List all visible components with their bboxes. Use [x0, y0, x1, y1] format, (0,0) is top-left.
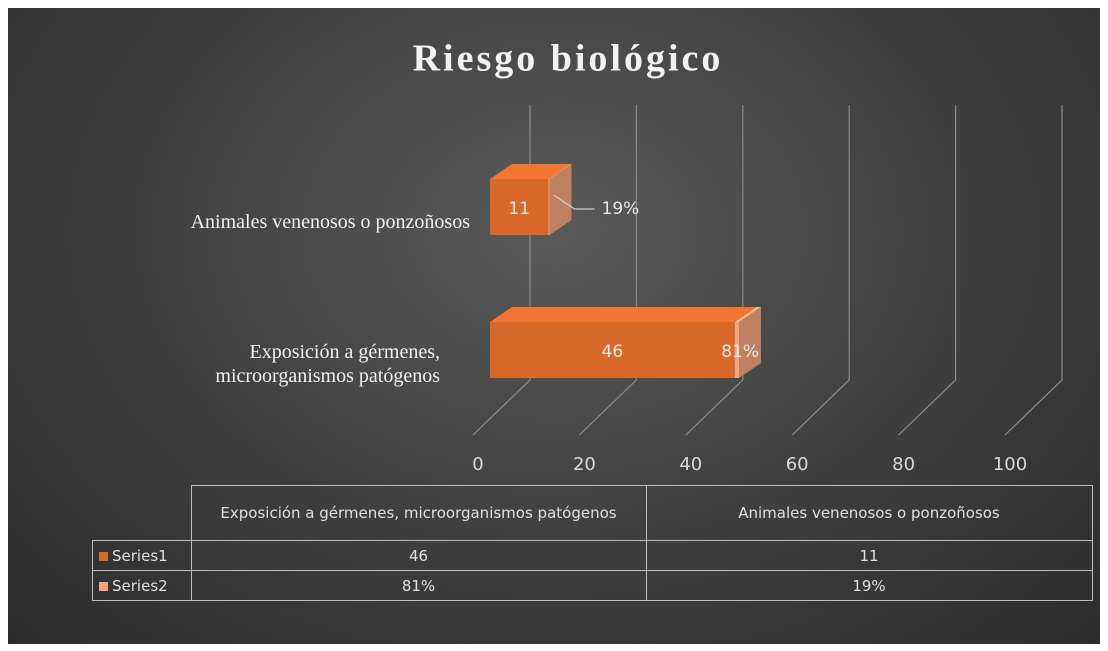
data-label: 46: [602, 342, 624, 362]
table-cell: 81%: [190, 570, 647, 601]
x-tick-label: 100: [993, 454, 1027, 475]
grid-line: [685, 379, 744, 436]
x-tick-label: 40: [679, 454, 702, 475]
table-header: Exposición a gérmenes, microorganismos p…: [190, 485, 647, 541]
grid-line: [472, 379, 531, 436]
x-tick-label: 60: [786, 454, 809, 475]
data-table: Exposición a gérmenes, microorganismos p…: [92, 485, 1093, 601]
category-label: Exposición a gérmenes, microorganismos p…: [215, 341, 440, 387]
grid-line: [791, 379, 850, 436]
x-tick-label: 0: [472, 454, 483, 475]
legend-key: [99, 581, 108, 591]
data-label: 11: [508, 199, 530, 219]
bar-side: [739, 307, 762, 378]
grid-line: [1004, 379, 1063, 436]
table-cell: 46: [190, 540, 647, 571]
bar-top: [548, 164, 572, 179]
bar: [734, 322, 740, 378]
legend-label: Series1: [112, 546, 168, 565]
table-header: Animales venenosos o ponzoñosos: [645, 485, 1093, 541]
bar-top: [734, 307, 762, 322]
x-tick-label: 80: [892, 454, 915, 475]
chart-title: Riesgo biológico: [413, 38, 724, 80]
grid-line: [898, 379, 957, 436]
table-cell: 19%: [645, 570, 1093, 601]
bar: [490, 179, 549, 235]
data-label: 19%: [602, 199, 640, 219]
bar: [548, 179, 550, 235]
legend-key: [99, 551, 108, 561]
leader-line: [553, 194, 595, 210]
table-cell: 11: [645, 540, 1093, 571]
grid-line: [578, 379, 637, 436]
x-tick-label: 20: [573, 454, 596, 475]
bar-top: [490, 164, 571, 179]
legend-label: Series2: [112, 576, 168, 595]
bar: [490, 322, 735, 378]
category-label: Animales venenosos o ponzoñosos: [190, 211, 470, 233]
data-label: 81%: [721, 342, 759, 362]
bar-top: [490, 307, 757, 322]
